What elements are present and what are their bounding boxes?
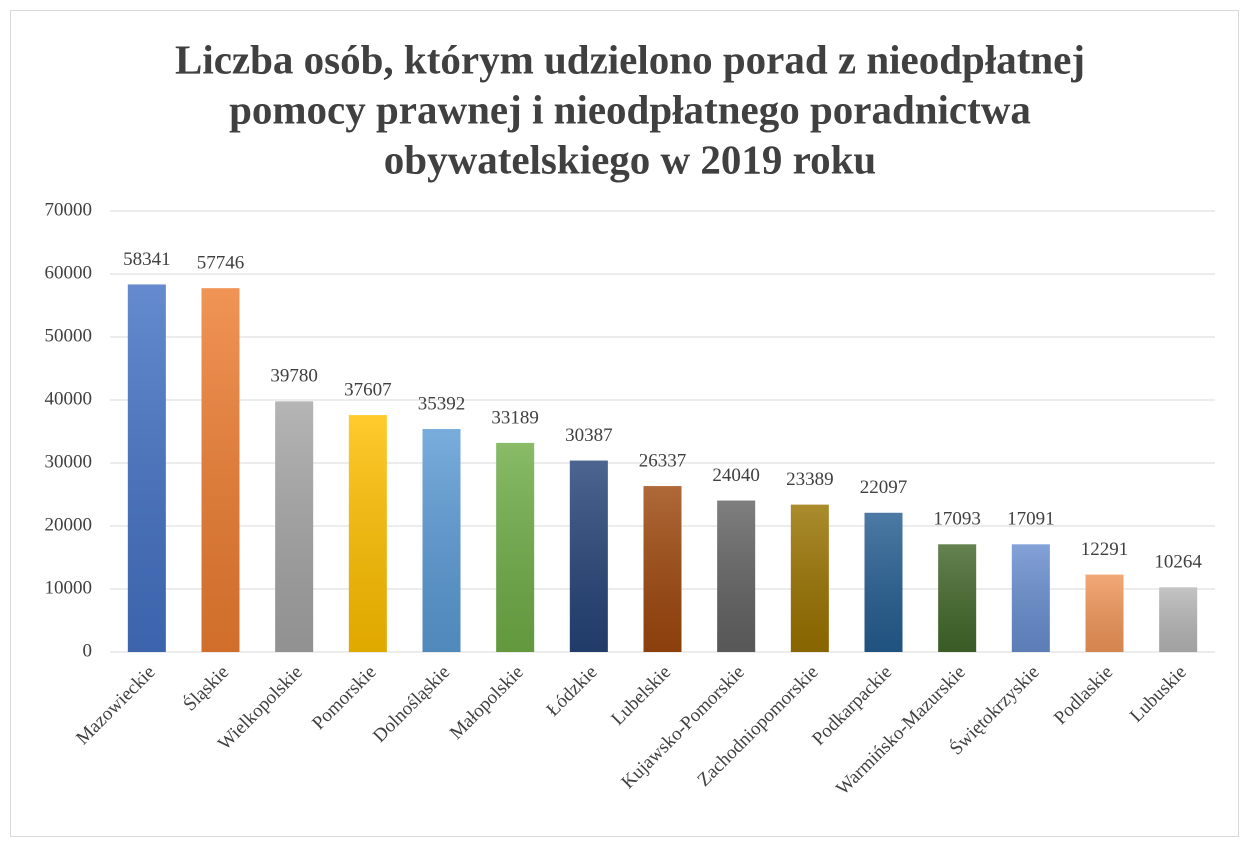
value-label: 23389: [786, 469, 834, 490]
bar-shade: [864, 512, 903, 652]
value-label: 17091: [1007, 509, 1055, 530]
y-tick-label: 70000: [45, 199, 93, 220]
bar-shade: [127, 284, 166, 652]
value-label: 39780: [270, 366, 318, 387]
bar-shade: [422, 429, 461, 652]
bar-shade: [201, 288, 240, 652]
value-label: 12291: [1081, 539, 1129, 560]
value-label: 10264: [1154, 552, 1202, 573]
chart-title: obywatelskiego w 2019 roku: [384, 136, 876, 182]
value-label: 57746: [197, 253, 245, 274]
value-label: 37607: [344, 379, 392, 400]
bar-shade: [348, 415, 387, 652]
chart-title: pomocy prawnej i nieodpłatnego poradnict…: [229, 86, 1031, 132]
bar-shade: [569, 460, 608, 652]
y-tick-label: 40000: [45, 388, 93, 409]
bar-shade: [717, 500, 756, 652]
y-tick-label: 20000: [45, 514, 93, 535]
y-tick-label: 60000: [45, 262, 93, 283]
bar-shade: [275, 401, 314, 652]
y-tick-label: 30000: [45, 451, 93, 472]
value-label: 58341: [123, 249, 171, 270]
bar-shade: [938, 544, 977, 652]
chart-title: Liczba osób, którym udzielono porad z ni…: [175, 36, 1085, 82]
bar-shade: [496, 442, 535, 652]
y-tick-label: 10000: [45, 577, 93, 598]
bar-shade: [790, 504, 829, 652]
value-label: 35392: [418, 393, 466, 414]
value-label: 33189: [491, 407, 539, 428]
value-label: 22097: [860, 477, 908, 498]
bar-shade: [1159, 587, 1198, 652]
bar-shade: [643, 486, 682, 652]
value-label: 26337: [639, 450, 687, 471]
value-label: 30387: [565, 425, 613, 446]
value-label: 24040: [712, 465, 760, 486]
bar-shade: [1085, 574, 1124, 652]
value-label: 17093: [933, 509, 981, 530]
bar-shade: [1011, 544, 1050, 652]
y-tick-label: 50000: [45, 325, 93, 346]
y-tick-label: 0: [83, 640, 93, 661]
